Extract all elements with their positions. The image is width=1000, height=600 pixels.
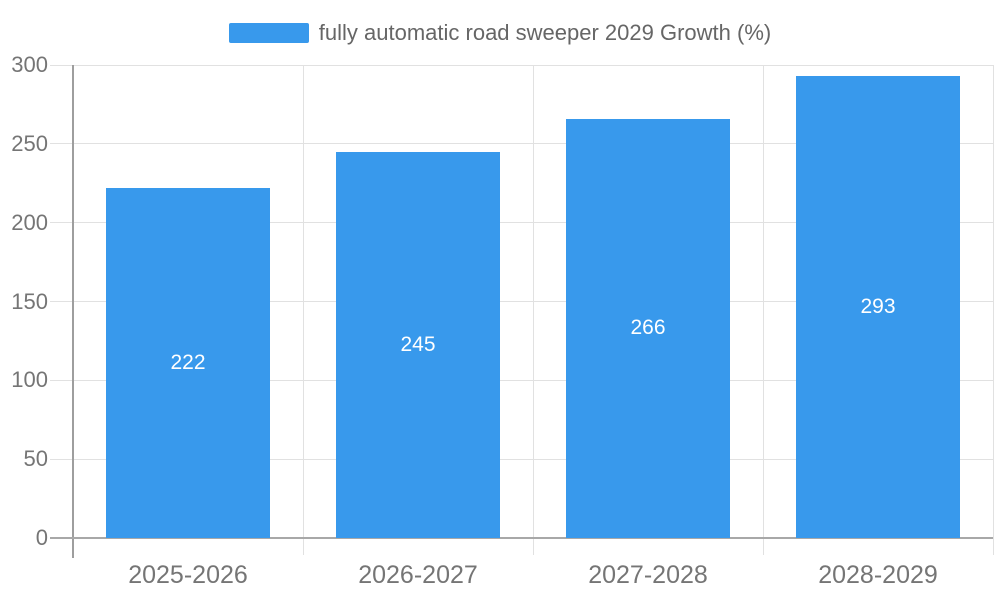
x-axis-label: 2025-2026: [128, 561, 248, 589]
y-axis-tick-label: 0: [35, 525, 48, 550]
bar[interactable]: [566, 118, 730, 538]
h-gridline: [50, 143, 993, 145]
legend-label: fully automatic road sweeper 2029 Growth…: [318, 20, 772, 45]
x-axis-label: 2026-2027: [358, 561, 478, 589]
y-axis-tick-label: 50: [23, 446, 48, 472]
legend-swatch: [228, 23, 309, 43]
x-axis-line: [50, 537, 993, 539]
y-axis-line: [72, 65, 74, 558]
category-separator-line: [992, 65, 994, 555]
y-axis-tick-label: 250: [11, 130, 48, 156]
bar[interactable]: [106, 187, 270, 538]
bar[interactable]: [796, 76, 960, 538]
bar[interactable]: [336, 151, 500, 538]
y-axis-tick-label: 300: [11, 52, 48, 77]
bar-value-label: 293: [860, 295, 896, 319]
x-axis-label: 2028-2029: [818, 561, 938, 589]
h-gridline: [50, 458, 993, 460]
y-axis-tick-label: 150: [11, 288, 48, 314]
h-gridline: [50, 64, 993, 66]
category-separator-line: [762, 65, 764, 555]
h-gridline: [50, 301, 993, 302]
category-separator-line: [302, 65, 304, 555]
y-axis-tick-label: 100: [11, 367, 48, 393]
y-axis-tick-label: 200: [11, 209, 48, 235]
bar-value-label: 245: [400, 332, 436, 356]
h-gridline: [50, 379, 993, 381]
x-axis-label: 2027-2028: [588, 561, 708, 589]
bar-value-label: 222: [170, 350, 206, 374]
h-gridline: [50, 222, 993, 224]
legend[interactable]: fully automatic road sweeper 2029 Growth…: [0, 19, 1000, 47]
bar-value-label: 266: [630, 316, 666, 340]
category-separator-line: [532, 65, 534, 555]
